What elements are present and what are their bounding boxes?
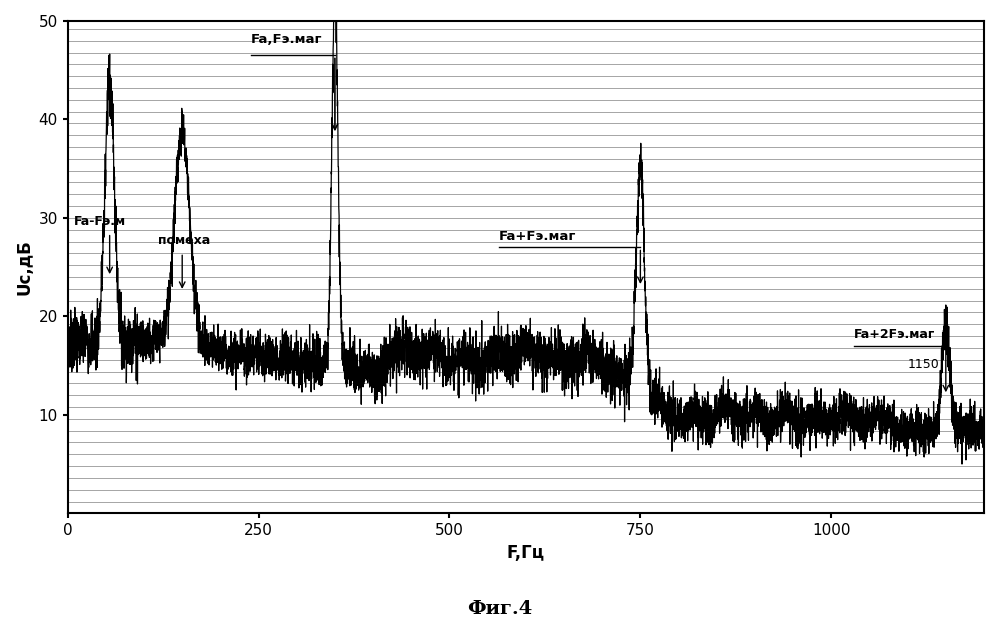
Text: 1150: 1150	[908, 358, 939, 371]
Text: Фиг.4: Фиг.4	[467, 600, 532, 618]
Text: Fa-Fэ.м: Fa-Fэ.м	[74, 215, 126, 228]
Text: Fa+2Fэ.маг: Fa+2Fэ.маг	[854, 328, 935, 341]
Y-axis label: Uc,дБ: Uc,дБ	[15, 239, 33, 295]
Text: помеха: помеха	[158, 234, 210, 247]
Text: Fa,Fэ.маг: Fa,Fэ.маг	[251, 33, 323, 46]
X-axis label: F,Гц: F,Гц	[506, 544, 544, 562]
Text: Fa+Fэ.маг: Fa+Fэ.маг	[500, 229, 576, 242]
